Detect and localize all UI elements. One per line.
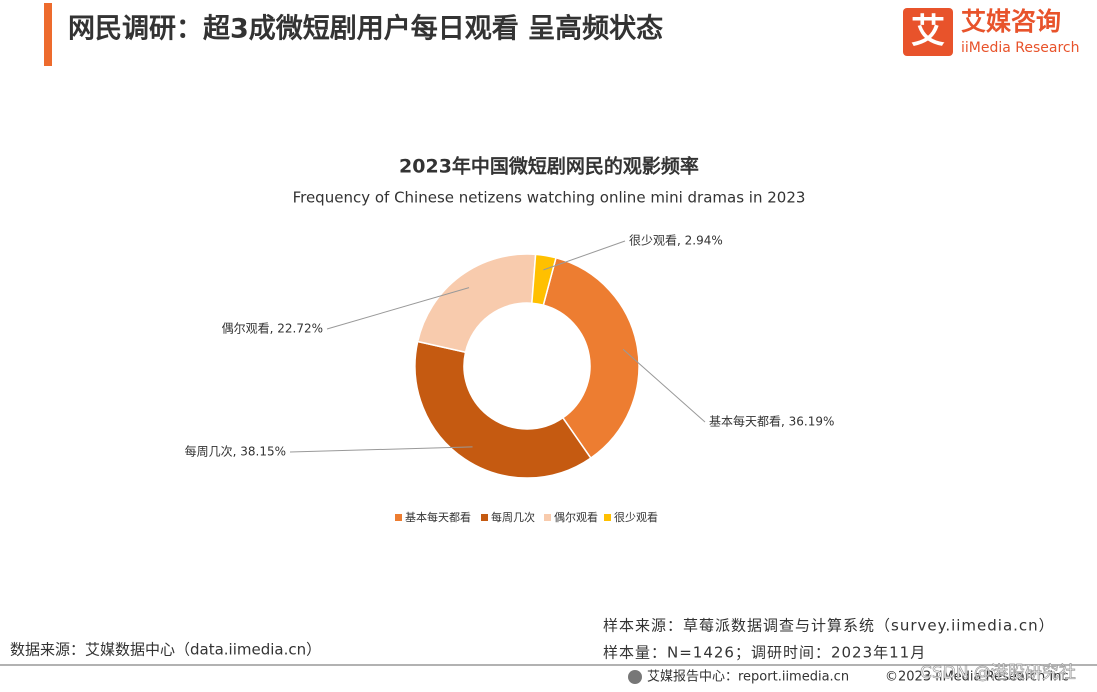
sample-size: 样本量：N=1426；调研时间：2023年11月 xyxy=(603,644,926,662)
donut-slice xyxy=(542,256,640,460)
legend-label: 基本每天都看 xyxy=(405,510,471,524)
copyright: ©2023 iiMedia Research Inc xyxy=(885,670,1069,685)
logo-mark: 艾 xyxy=(911,12,945,52)
logo-name: 艾媒咨询 xyxy=(961,7,1061,36)
legend-label: 每周几次 xyxy=(491,510,535,524)
donut-slice xyxy=(531,253,557,307)
leader-line xyxy=(326,287,470,330)
legend-swatch xyxy=(604,514,611,521)
chart-subtitle: Frequency of Chinese netizens watching o… xyxy=(293,189,806,207)
report-icon xyxy=(628,670,642,684)
title-accent xyxy=(44,3,52,66)
legend-swatch xyxy=(544,514,551,521)
legend-label: 偶尔观看 xyxy=(554,510,598,524)
sample-source: 样本来源：草莓派数据调查与计算系统（survey.iimedia.cn） xyxy=(603,617,1055,635)
watermark: CSDN @港股研究社 xyxy=(920,663,1076,683)
leader-line xyxy=(622,348,706,423)
donut-slice xyxy=(416,253,537,354)
logo-sub: iiMedia Research xyxy=(961,40,1080,56)
legend-label: 很少观看 xyxy=(614,510,658,524)
legend-swatch xyxy=(481,514,488,521)
page-title: 网民调研：超3成微短剧用户每日观看 呈高频状态 xyxy=(68,13,663,45)
data-label: 很少观看, 2.94% xyxy=(629,234,723,248)
legend-swatch xyxy=(395,514,402,521)
donut-chart: 基本每天都看, 36.19% 每周几次, 38.15% 偶尔观看, 22.72% 很少… xyxy=(185,234,835,525)
data-label: 每周几次, 38.15% xyxy=(185,444,286,459)
leader-line xyxy=(289,446,473,453)
donut-slice xyxy=(414,340,592,479)
report-center: 艾媒报告中心：report.iimedia.cn xyxy=(647,670,849,685)
chart-title: 2023年中国微短剧网民的观影频率 xyxy=(399,155,699,178)
leader-line xyxy=(543,240,626,271)
data-label: 偶尔观看, 22.72% xyxy=(222,321,323,336)
data-source: 数据来源：艾媒数据中心（data.iimedia.cn） xyxy=(10,641,321,659)
data-label: 基本每天都看, 36.19% xyxy=(709,414,834,429)
logo-box xyxy=(903,8,953,56)
